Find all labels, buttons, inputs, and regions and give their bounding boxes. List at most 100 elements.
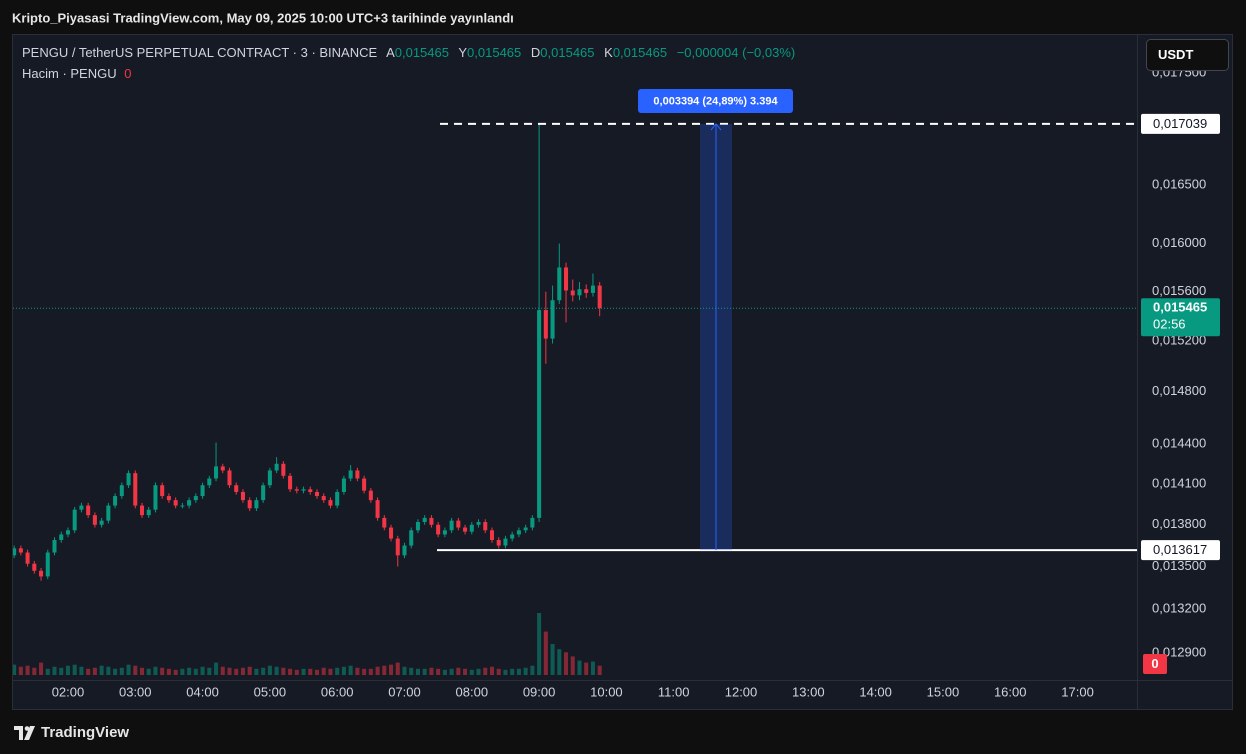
candle-body xyxy=(261,485,266,501)
candle-body xyxy=(590,285,595,293)
x-tick-label: 08:00 xyxy=(456,684,489,699)
price-label: 0,013617 xyxy=(1153,542,1207,557)
volume-bar xyxy=(133,665,138,675)
volume-bar xyxy=(570,656,575,675)
x-tick-label: 07:00 xyxy=(388,684,421,699)
measure-label-box xyxy=(638,89,793,113)
price-label: 0,017039 xyxy=(1153,116,1207,131)
candle-body xyxy=(314,491,320,497)
volume-bar xyxy=(25,665,30,675)
volume-axis-label: 0 xyxy=(1151,656,1158,671)
x-tick-label: 16:00 xyxy=(994,684,1027,699)
volume-bar xyxy=(59,667,64,675)
candle-body xyxy=(153,485,158,510)
candle-body xyxy=(139,505,145,516)
y-tick-label: 0,014100 xyxy=(1152,475,1206,490)
volume-bar xyxy=(99,665,104,675)
candle-body xyxy=(45,552,50,577)
volume-bar xyxy=(584,662,589,675)
currency-button[interactable] xyxy=(1146,39,1229,71)
volume-bar xyxy=(139,667,145,675)
volume-bar xyxy=(294,669,299,675)
volume-bar xyxy=(187,667,192,675)
candle-body xyxy=(18,548,23,553)
candle-body xyxy=(456,520,461,528)
volume-bar xyxy=(442,669,447,675)
y-tick-label: 0,013800 xyxy=(1152,516,1206,531)
volume-bar xyxy=(180,668,185,675)
candle-body xyxy=(516,530,521,535)
volume-bar xyxy=(314,669,320,675)
candle-body xyxy=(294,489,299,491)
candle-body xyxy=(308,489,313,492)
volume-bar xyxy=(590,661,595,675)
candle-body xyxy=(335,491,340,506)
volume-bar xyxy=(214,662,219,675)
plot-area xyxy=(13,122,1137,675)
x-tick-label: 13:00 xyxy=(792,684,825,699)
candle-body xyxy=(274,463,279,471)
volume-bar xyxy=(557,649,562,675)
volume-bar xyxy=(321,667,326,675)
x-tick-label: 09:00 xyxy=(523,684,556,699)
y-tick-label: 0,014400 xyxy=(1152,435,1206,450)
volume-bar xyxy=(274,666,279,675)
x-tick-label: 15:00 xyxy=(927,684,960,699)
volume-bar xyxy=(254,668,259,675)
volume-bar xyxy=(409,667,414,675)
candle-body xyxy=(59,534,64,540)
volume-bar xyxy=(146,668,151,675)
candle-body xyxy=(348,470,353,479)
measure-label: 0,003394 (24,89%) 3.394 xyxy=(653,95,778,107)
last-price-label: 0,015465 xyxy=(1153,300,1207,315)
volume-bar xyxy=(362,668,367,675)
candle-body xyxy=(247,500,252,509)
legend-title: PENGU / TetherUS PERPETUAL CONTRACT · 3 … xyxy=(22,45,377,60)
candle-body xyxy=(267,470,272,486)
volume-bar xyxy=(39,662,44,675)
volume-bar xyxy=(577,660,582,675)
volume-bar xyxy=(368,668,373,675)
volume-bar xyxy=(308,668,313,675)
volume-title: Hacim · PENGU xyxy=(22,66,117,81)
candle-body xyxy=(32,563,37,571)
x-tick-label: 12:00 xyxy=(725,684,758,699)
candle-body xyxy=(564,267,569,291)
candle-body xyxy=(207,478,212,486)
volume-bar xyxy=(86,668,91,675)
candle-body xyxy=(557,267,562,301)
candle-body xyxy=(382,517,387,528)
legend-key: D xyxy=(531,45,540,60)
caption: Kripto_Piyasasi TradingView.com, May 09,… xyxy=(12,10,514,25)
x-tick-label: 11:00 xyxy=(658,684,690,699)
candle-body xyxy=(119,485,124,497)
volume-bar xyxy=(469,669,474,675)
candle-body xyxy=(523,527,528,531)
volume-bar xyxy=(220,666,225,675)
legend-key: Y xyxy=(458,45,467,60)
candle-body xyxy=(200,485,205,497)
last-price-box xyxy=(1141,298,1220,337)
price-label-box xyxy=(1141,113,1220,134)
volume-value: 0 xyxy=(124,66,131,81)
volume-bar xyxy=(523,667,528,675)
candle-body xyxy=(489,530,495,540)
candle-body xyxy=(126,473,131,486)
volume-bar xyxy=(510,668,515,675)
volume-bar xyxy=(207,667,212,675)
brand-logo xyxy=(14,726,35,740)
y-tick-label: 0,015200 xyxy=(1152,333,1206,348)
volume-bar xyxy=(402,666,407,675)
candle-body xyxy=(214,466,219,479)
candle-body xyxy=(39,570,44,577)
currency-label[interactable]: USDT xyxy=(1158,47,1193,62)
candle-body xyxy=(442,530,447,535)
candle-body xyxy=(402,545,407,556)
legend-change: −0,000004 (−0,03%) xyxy=(677,45,796,60)
candle-body xyxy=(166,496,171,501)
candle-body xyxy=(537,310,542,518)
volume-bar xyxy=(564,652,569,675)
legend-value: 0,015465 xyxy=(395,45,449,60)
volume-bar xyxy=(543,631,548,675)
candle-body xyxy=(113,496,118,506)
